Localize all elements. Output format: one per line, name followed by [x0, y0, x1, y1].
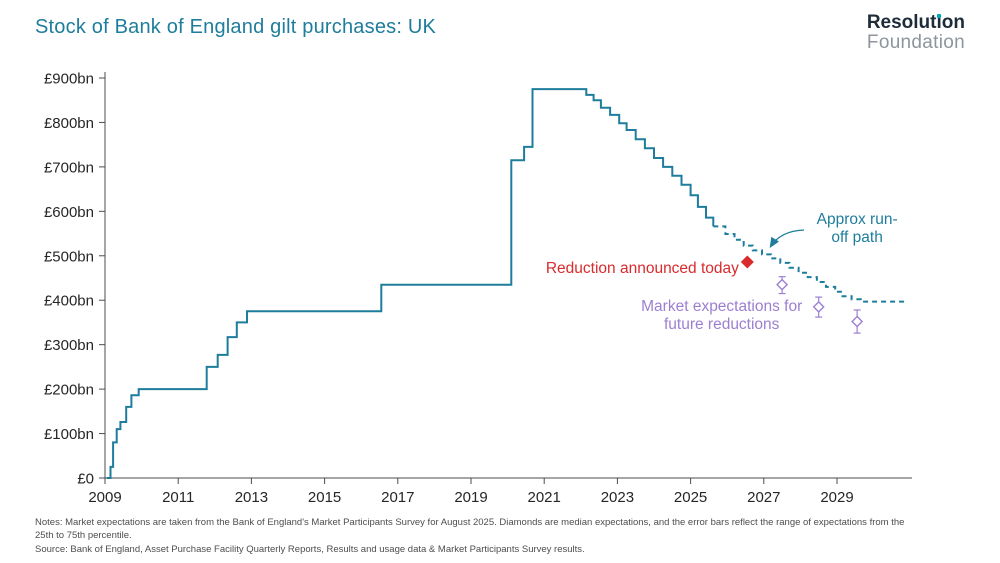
y-tick-label: £600bn [44, 204, 94, 221]
series-gilt-stock-outturn [106, 88, 715, 479]
logo-i: ı [937, 13, 942, 33]
y-tick-label: £700bn [44, 159, 94, 176]
source-text: Source: Bank of England, Asset Purchase … [35, 543, 585, 555]
annotation-market-expectations: Market expectations for future reductions [641, 298, 802, 333]
notes-text: Notes: Market expectations are taken fro… [35, 517, 905, 542]
x-tick-label: 2013 [235, 489, 268, 506]
logo-text-part: on [941, 12, 965, 33]
annotation-approx-run-off: Approx run-off path [817, 211, 898, 246]
x-tick-label: 2027 [747, 489, 780, 506]
series-approx-run-off-path [713, 225, 905, 303]
market-expectation-diamond-1 [776, 278, 789, 291]
market-expectation-diamond-3 [851, 315, 864, 328]
y-tick-label: £100bn [44, 426, 94, 443]
y-tick-label: £900bn [44, 71, 94, 88]
logo-teal-dot-icon [937, 14, 942, 18]
chart-svg: £0 £100bn £200bn £300bn £400bn £500bn £600bn £7… [44, 71, 912, 506]
logo-resolution: Resolutı on [867, 13, 965, 33]
y-tick-label: £800bn [44, 115, 94, 132]
market-expectation-diamond-2 [812, 300, 825, 313]
x-tick-label: 2023 [601, 489, 634, 506]
x-tick-label: 2015 [308, 489, 341, 506]
header: Stock of Bank of England gilt purchases:… [0, 0, 1000, 58]
x-tick-label: 2017 [381, 489, 414, 506]
y-tick-label: £400bn [44, 293, 94, 310]
y-tick-label: £300bn [44, 337, 94, 354]
logo-text-part: ı [936, 12, 942, 33]
y-tick-label: £500bn [44, 248, 94, 265]
annotation-arrow [769, 229, 805, 248]
x-tick-label: 2029 [820, 489, 853, 506]
x-tick-label: 2021 [528, 489, 561, 506]
annotation-reduction-announced: Reduction announced today [546, 260, 739, 277]
resolution-foundation-logo: Resolutı on Foundation [867, 13, 965, 53]
reduction-announced-diamond [740, 255, 754, 269]
y-tick-label: £0 [77, 471, 94, 488]
logo-foundation: Foundation [866, 32, 965, 53]
logo-text-part: Resolut [866, 12, 937, 33]
notes: Notes: Market expectations are taken fro… [0, 510, 1000, 556]
x-tick-label: 2025 [674, 489, 707, 506]
chart-title: Stock of Bank of England gilt purchases:… [35, 16, 437, 38]
x-tick-label: 2011 [162, 489, 194, 506]
y-tick-label: £200bn [44, 382, 94, 399]
x-tick-label: 2009 [88, 489, 121, 506]
x-tick-label: 2019 [454, 489, 487, 506]
